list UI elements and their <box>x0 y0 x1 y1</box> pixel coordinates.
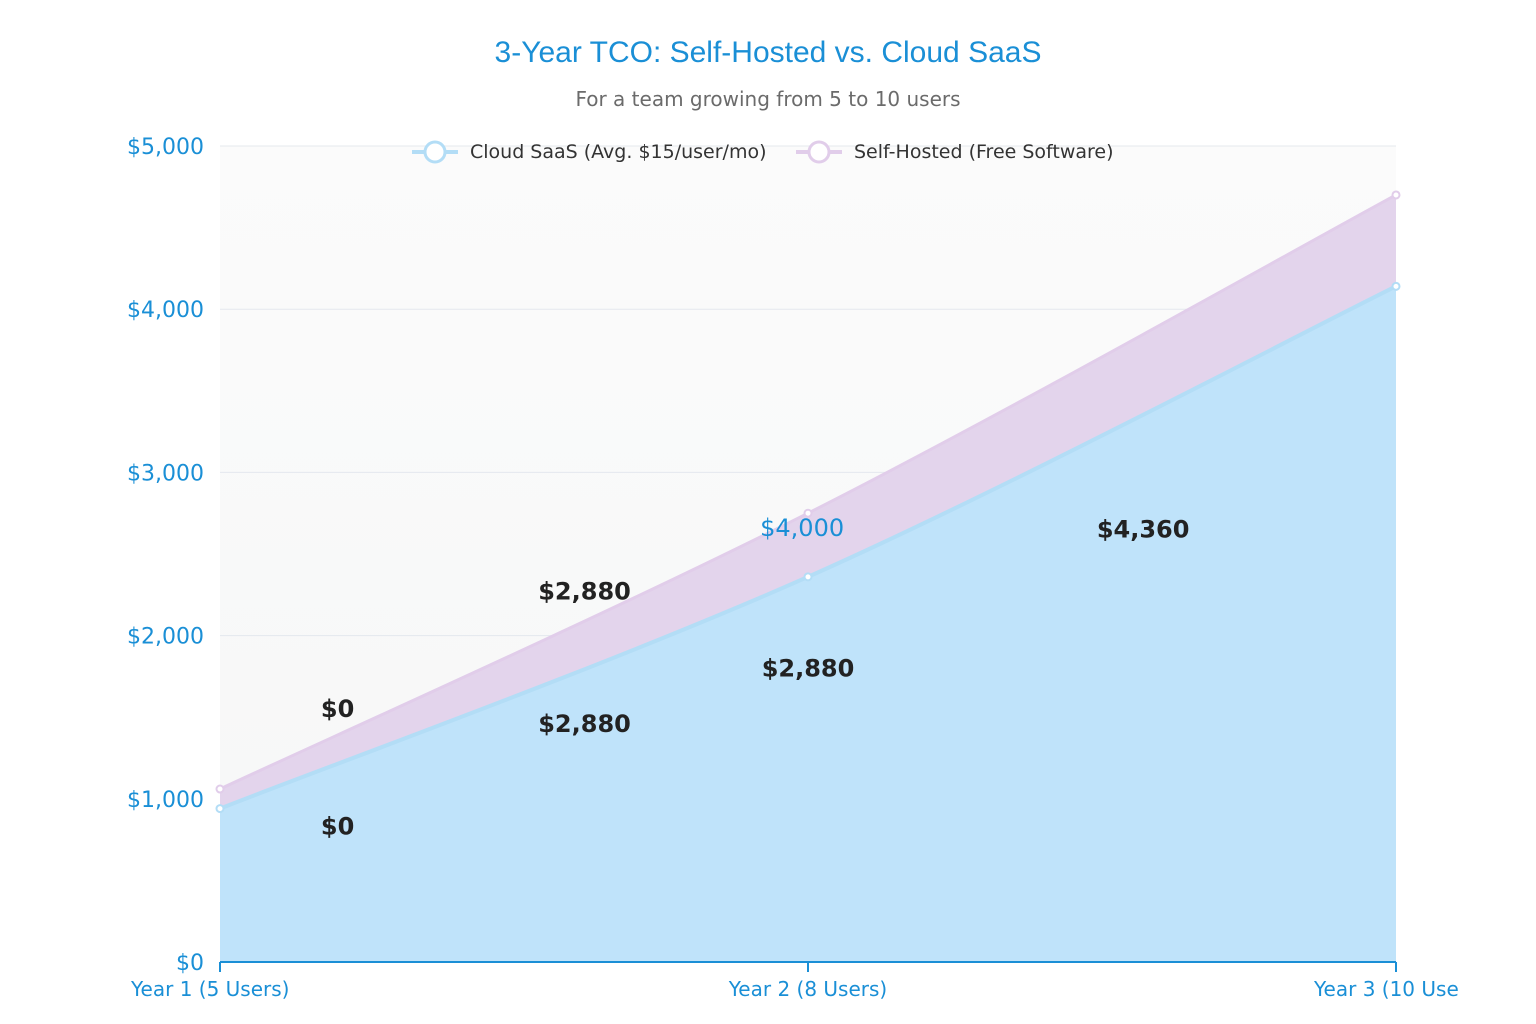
self-hosted-point[interactable] <box>803 508 813 518</box>
legend-item-self-hosted[interactable]: Self-Hosted (Free Software) <box>796 140 1114 164</box>
y-tick-label: $2,000 <box>127 625 204 650</box>
data-label: $0 <box>321 695 354 723</box>
cloud-saas-point[interactable] <box>215 804 225 814</box>
legend: Cloud SaaS (Avg. $15/user/mo) Self-Hoste… <box>412 140 1114 164</box>
chart-subtitle: For a team growing from 5 to 10 users <box>575 87 960 111</box>
cloud-saas-point[interactable] <box>1391 281 1401 291</box>
x-tick-label: Year 3 (10 Use <box>1313 977 1459 1001</box>
y-tick-label: $5,000 <box>127 135 204 160</box>
self-hosted-point[interactable] <box>1391 190 1401 200</box>
x-axis-ticks: Year 1 (5 Users) Year 2 (8 Users) Year 3 (… <box>130 962 1459 1001</box>
x-tick-label: Year 2 (8 Users) <box>728 977 887 1001</box>
legend-label-cloud-saas: Cloud SaaS (Avg. $15/user/mo) <box>470 141 767 163</box>
data-labels: $0 $0 $2,880 $2,880 $4,000 $2,880 $4,360 <box>321 514 1190 841</box>
legend-label-self-hosted: Self-Hosted (Free Software) <box>854 141 1114 163</box>
y-tick-label: $0 <box>176 951 204 976</box>
data-label: $4,000 <box>760 514 844 542</box>
self-hosted-point[interactable] <box>215 784 225 794</box>
cloud-saas-area <box>220 286 1396 962</box>
y-tick-label: $4,000 <box>127 298 204 323</box>
legend-item-cloud-saas[interactable]: Cloud SaaS (Avg. $15/user/mo) <box>412 140 767 164</box>
plot-area <box>215 145 1401 963</box>
x-tick-label: Year 1 (5 Users) <box>130 977 289 1001</box>
y-tick-label: $1,000 <box>127 788 204 813</box>
data-label: $4,360 <box>1097 516 1190 544</box>
data-label: $0 <box>321 813 354 841</box>
chart-title: 3-Year TCO: Self-Hosted vs. Cloud SaaS <box>495 36 1042 69</box>
data-label: $2,880 <box>538 710 631 738</box>
data-points <box>215 190 1401 814</box>
y-tick-label: $3,000 <box>127 461 204 486</box>
y-axis-ticks: $0 $1,000 $2,000 $3,000 $4,000 $5,000 <box>127 135 204 976</box>
data-label: $2,880 <box>538 578 631 606</box>
legend-marker-self-hosted <box>807 140 831 164</box>
legend-marker-cloud-saas <box>423 140 447 164</box>
cloud-saas-point[interactable] <box>803 572 813 582</box>
data-label: $2,880 <box>762 654 855 682</box>
